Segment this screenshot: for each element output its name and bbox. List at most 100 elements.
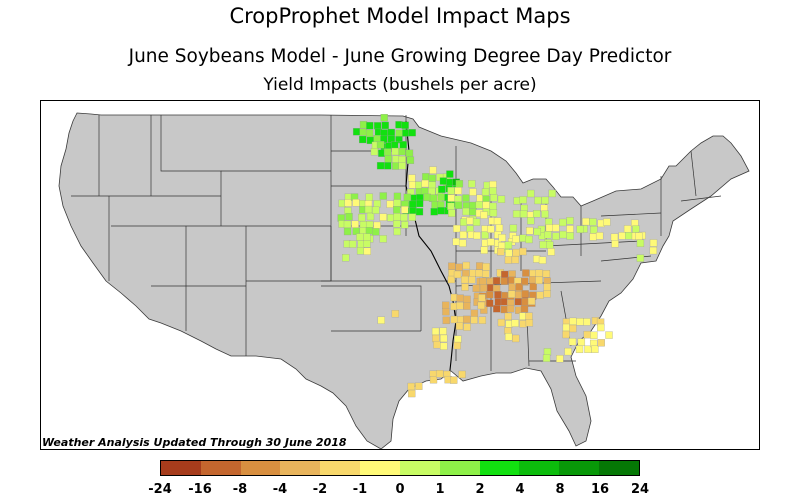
- county-impact-cell: [342, 254, 350, 262]
- county-impact-cell: [533, 227, 542, 236]
- county-impact-cell: [386, 200, 394, 208]
- county-impact-cell: [618, 232, 626, 240]
- county-impact-cell: [462, 269, 470, 278]
- county-impact-cell: [529, 269, 537, 278]
- county-impact-cell: [583, 330, 591, 339]
- county-impact-cell: [459, 231, 468, 239]
- county-impact-cell: [392, 220, 401, 228]
- county-impact-cell: [370, 148, 379, 156]
- county-impact-cell: [468, 208, 477, 216]
- county-impact-cell: [569, 324, 577, 333]
- county-impact-cell: [373, 221, 381, 230]
- county-impact-cell: [490, 194, 498, 202]
- model-subtitle: June Soybeans Model - June Growing Degre…: [128, 46, 672, 67]
- legend-tick-label: -8: [232, 482, 248, 497]
- legend-swatch: [200, 461, 241, 475]
- county-impact-cell: [462, 207, 470, 216]
- county-impact-cell: [514, 297, 522, 306]
- county-impact-cell: [505, 249, 513, 258]
- county-impact-cell: [512, 248, 520, 257]
- county-impact-cell: [542, 270, 551, 278]
- county-impact-cell: [401, 121, 409, 129]
- county-impact-cell: [345, 212, 353, 221]
- county-impact-cell: [408, 200, 417, 209]
- county-impact-cell: [454, 335, 462, 343]
- county-impact-cell: [556, 355, 564, 363]
- legend-swatch: [439, 461, 480, 475]
- county-impact-cell: [478, 316, 487, 324]
- county-impact-cell: [395, 129, 403, 138]
- county-impact-cell: [429, 376, 438, 384]
- legend-tick-label: -16: [188, 482, 212, 497]
- county-impact-cell: [407, 382, 415, 391]
- county-impact-cell: [365, 129, 374, 138]
- county-impact-cell: [527, 189, 535, 198]
- county-impact-cell: [500, 305, 509, 314]
- county-impact-cell: [559, 218, 567, 227]
- county-impact-cell: [452, 238, 460, 246]
- legend-colorbar: [160, 460, 640, 476]
- county-impact-cell: [446, 178, 454, 187]
- county-impact-cell: [566, 225, 574, 233]
- county-impact-cell: [432, 334, 440, 343]
- county-impact-cell: [610, 233, 619, 241]
- county-impact-cell: [408, 129, 416, 137]
- county-impact-cell: [439, 334, 448, 343]
- county-impact-cell: [379, 192, 387, 200]
- county-impact-cell: [387, 214, 395, 222]
- page-title: CropProphet Model Impact Maps: [229, 4, 571, 28]
- county-impact-cell: [393, 227, 401, 236]
- county-impact-cell: [473, 231, 481, 240]
- county-impact-cell: [504, 312, 512, 321]
- county-impact-cell: [415, 181, 423, 189]
- county-impact-cell: [481, 188, 490, 196]
- county-impact-cell: [379, 213, 387, 221]
- county-impact-cell: [562, 330, 570, 339]
- county-impact-cell: [393, 206, 401, 214]
- legend-swatch: [559, 461, 600, 475]
- county-impact-cell: [509, 224, 518, 232]
- county-impact-cell: [398, 162, 406, 170]
- county-impact-cell: [532, 210, 541, 218]
- county-impact-cell: [372, 228, 380, 236]
- county-impact-cell: [569, 317, 577, 326]
- county-impact-cell: [387, 128, 396, 137]
- county-impact-cell: [623, 225, 632, 233]
- county-impact-cell: [486, 291, 494, 299]
- legend-tick-label: -4: [272, 482, 288, 497]
- county-impact-cell: [406, 156, 415, 164]
- county-impact-cell: [429, 194, 438, 202]
- county-impact-cell: [384, 155, 392, 163]
- county-impact-cell: [352, 199, 360, 207]
- county-impact-cell: [372, 206, 380, 214]
- us-county-map: [58, 112, 750, 449]
- county-impact-cell: [363, 247, 372, 255]
- county-impact-cell: [514, 291, 523, 299]
- county-impact-cell: [635, 232, 643, 240]
- county-impact-cell: [566, 232, 574, 240]
- county-impact-cell: [352, 227, 360, 235]
- county-impact-cell: [469, 269, 477, 277]
- county-impact-cell: [363, 240, 371, 248]
- county-impact-cell: [463, 323, 471, 331]
- county-impact-cell: [543, 283, 551, 291]
- county-impact-cell: [453, 224, 461, 233]
- county-impact-cell: [351, 220, 359, 228]
- county-impact-cell: [376, 141, 385, 149]
- county-impact-cell: [575, 345, 584, 354]
- county-impact-cell: [439, 327, 447, 335]
- county-impact-cell: [461, 283, 469, 291]
- county-impact-cell: [415, 382, 423, 390]
- county-impact-cell: [529, 282, 537, 291]
- county-impact-cell: [545, 224, 554, 232]
- county-impact-cell: [437, 207, 445, 215]
- yield-impact-cells: [337, 114, 658, 398]
- county-impact-cell: [456, 302, 464, 310]
- county-impact-cell: [383, 148, 392, 156]
- county-impact-cell: [504, 333, 513, 341]
- county-impact-cell: [538, 256, 547, 264]
- county-impact-cell: [399, 141, 407, 149]
- county-impact-cell: [534, 196, 542, 205]
- legend-swatch: [280, 461, 321, 475]
- county-impact-cell: [590, 331, 598, 339]
